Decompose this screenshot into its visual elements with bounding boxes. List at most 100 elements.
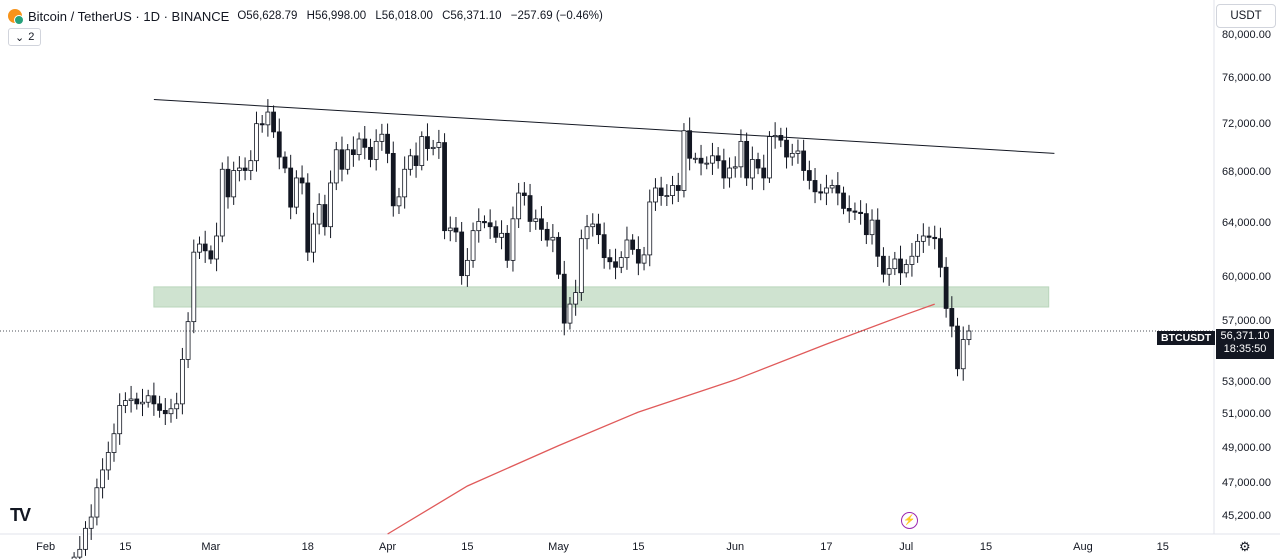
candle-body — [254, 123, 259, 162]
candle-body — [390, 152, 396, 207]
candle-body — [892, 258, 898, 270]
candle-body — [197, 243, 202, 253]
candle-body — [801, 150, 807, 171]
price-tick-label: 47,000.00 — [1222, 477, 1271, 490]
candle-body — [710, 155, 715, 164]
candle-body — [778, 135, 784, 141]
candle-body — [464, 259, 470, 277]
candle-body — [721, 160, 727, 179]
price-tick-label: 53,000.00 — [1222, 375, 1271, 388]
candle-body — [641, 254, 647, 264]
candle-body — [202, 243, 208, 252]
candle-body — [607, 257, 613, 263]
candle-body — [687, 130, 693, 159]
candle-body — [248, 160, 254, 171]
candle-body — [727, 167, 732, 179]
lightning-icon[interactable]: ⚡ — [901, 512, 918, 529]
candle-body — [846, 208, 852, 212]
time-tick-label: Apr — [379, 541, 397, 553]
candle-body — [704, 162, 710, 165]
candle-body — [955, 325, 960, 370]
last-price: 56,371.10 — [1220, 330, 1270, 342]
candle-body — [447, 227, 453, 232]
time-tick-label: 15 — [979, 541, 993, 553]
indicators-collapse-button[interactable]: ⌄ 2 — [8, 28, 42, 46]
candle-body — [145, 395, 151, 403]
candle-body — [179, 359, 185, 405]
candle-body — [653, 187, 658, 203]
candle-body — [920, 235, 926, 242]
candle-body — [664, 195, 670, 197]
candle-body — [333, 149, 339, 184]
candle-body — [630, 239, 636, 250]
candle-body — [356, 138, 362, 156]
candle-body — [550, 236, 556, 241]
bar-countdown: 18:35:50 — [1223, 343, 1267, 355]
price-tick-label: 57,000.00 — [1222, 314, 1271, 327]
price-tick-label: 60,000.00 — [1222, 271, 1271, 284]
gear-icon[interactable]: ⚙ — [1239, 539, 1251, 554]
candle-body — [806, 170, 812, 181]
candle-body — [869, 219, 875, 236]
candle-body — [77, 548, 83, 558]
candle-body — [299, 177, 305, 184]
candle-body — [373, 140, 379, 160]
candle-body — [527, 195, 533, 222]
time-tick-label: Jun — [726, 541, 745, 553]
candle-body — [829, 185, 835, 189]
candle-body — [276, 131, 282, 158]
candle-body — [328, 182, 333, 228]
candle-body — [271, 111, 276, 133]
candle-body — [322, 204, 328, 228]
candle-body — [402, 168, 408, 198]
candle-body — [140, 401, 145, 405]
candle-body — [926, 235, 932, 238]
low-value: L56,018.00 — [375, 10, 433, 22]
candle-body — [162, 410, 168, 415]
candle-body — [755, 159, 761, 169]
candle-body — [789, 152, 795, 158]
candle-body — [824, 187, 829, 194]
candle-body — [818, 191, 824, 194]
price-tick-label: 76,000.00 — [1222, 72, 1271, 85]
candle-body — [362, 138, 368, 148]
candle-body — [191, 251, 197, 323]
candle-body — [425, 136, 430, 149]
candle-body — [863, 213, 869, 236]
candle-body — [658, 187, 664, 196]
candle-body — [613, 261, 618, 268]
open-value: O56,628.79 — [237, 10, 298, 22]
tradingview-logo[interactable]: TV — [10, 505, 31, 525]
candle-body — [858, 211, 864, 214]
candle-body — [236, 167, 242, 171]
candle-body — [898, 258, 903, 274]
time-tick-label: 18 — [301, 541, 314, 553]
price-tick-label: 80,000.00 — [1222, 29, 1271, 42]
chevron-down-icon: ⌄ — [15, 31, 25, 44]
symbol-title[interactable]: Bitcoin / TetherUS · 1D · BINANCE — [28, 8, 230, 24]
candle-body — [413, 155, 419, 166]
candle-body — [71, 556, 77, 559]
candle-body — [932, 236, 938, 240]
candle-body — [345, 149, 351, 170]
candle-body — [635, 249, 641, 264]
candle-body — [442, 142, 447, 232]
candle-body — [282, 156, 288, 169]
candle-body — [219, 168, 225, 237]
currency-selector[interactable]: USDT — [1216, 4, 1276, 28]
candle-body — [350, 149, 356, 156]
candle-body — [670, 185, 675, 196]
candle-body — [767, 136, 772, 179]
time-tick-label: 17 — [820, 541, 833, 553]
candle-body — [732, 166, 738, 169]
candle-body — [915, 240, 921, 257]
candle-body — [715, 155, 721, 162]
candle-body — [795, 150, 801, 154]
candle-body — [521, 192, 527, 196]
time-tick-label: 15 — [1156, 541, 1169, 553]
candle-body — [339, 149, 345, 170]
candle-body — [288, 167, 294, 208]
indicator-count: 2 — [28, 31, 35, 43]
candle-body — [105, 452, 111, 471]
